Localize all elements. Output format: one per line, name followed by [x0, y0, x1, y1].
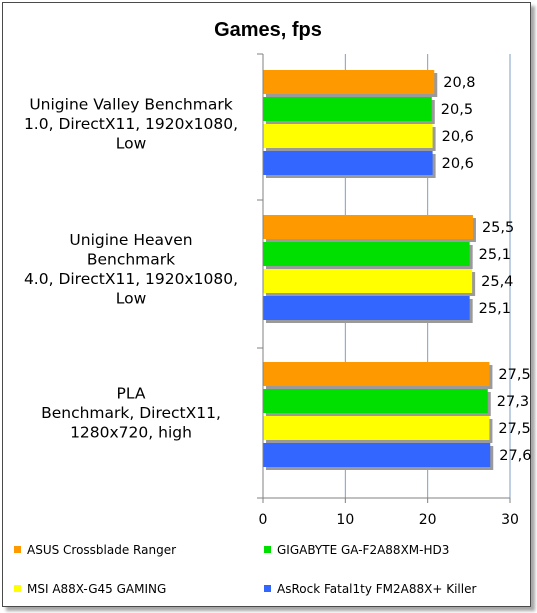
category-label: 1280x720, high: [70, 424, 192, 442]
data-label: 25,1: [479, 301, 511, 317]
bar: [263, 242, 470, 266]
category-label: Unigine Valley Benchmark: [29, 96, 232, 114]
bar: [263, 416, 490, 440]
bar: [263, 362, 490, 386]
category-label: PLA: [117, 385, 146, 403]
x-tick-label: 20: [419, 512, 437, 528]
legend-swatch: [14, 585, 21, 592]
legend-label: MSI A88X-G45 GAMING: [27, 582, 166, 596]
legend-swatch: [264, 585, 271, 592]
x-tick-label: 10: [336, 512, 354, 528]
data-label: 25,5: [482, 220, 514, 236]
bar: [263, 151, 433, 175]
bar: [263, 296, 470, 320]
bar: [263, 97, 432, 121]
bar: [263, 389, 488, 413]
data-label: 20,6: [442, 156, 474, 172]
category-label: Benchmark, DirectX11,: [41, 404, 221, 422]
data-label: 20,5: [441, 102, 473, 118]
legend-swatch: [264, 546, 271, 553]
bar: [263, 70, 435, 94]
legend-swatch: [14, 546, 21, 553]
category-label: 1.0, DirectX11, 1920x1080,: [24, 115, 238, 133]
data-label: 25,4: [481, 274, 513, 290]
chart-title: Games, fps: [214, 19, 322, 41]
category-label: Low: [116, 289, 147, 307]
category-label: Low: [116, 135, 147, 153]
legend-label: GIGABYTE GA-F2A88XM-HD3: [277, 543, 449, 557]
bar: [263, 443, 491, 467]
data-label: 27,5: [498, 367, 530, 383]
data-label: 20,6: [442, 129, 474, 145]
category-label: Unigine Heaven: [69, 231, 192, 249]
bar: [263, 215, 473, 239]
data-label: 25,1: [479, 247, 511, 263]
data-label: 27,6: [499, 448, 531, 464]
data-label: 27,3: [497, 394, 529, 410]
x-tick-label: 30: [501, 512, 519, 528]
legend-label: AsRock Fatal1ty FM2A88X+ Killer: [277, 582, 476, 596]
bar: [263, 269, 473, 293]
bar: [263, 124, 433, 148]
x-tick-label: 0: [259, 512, 268, 528]
category-label: Benchmark: [87, 250, 175, 268]
data-label: 20,8: [443, 75, 475, 91]
category-label: 4.0, DirectX11, 1920x1080,: [24, 270, 238, 288]
legend-label: ASUS Crossblade Ranger: [27, 543, 176, 557]
data-label: 27,5: [498, 421, 530, 437]
